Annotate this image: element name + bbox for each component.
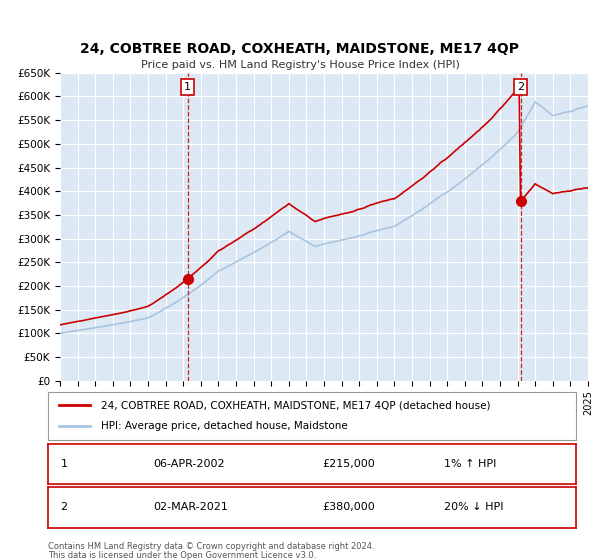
Text: 02-MAR-2021: 02-MAR-2021 — [154, 502, 229, 512]
Text: 24, COBTREE ROAD, COXHEATH, MAIDSTONE, ME17 4QP: 24, COBTREE ROAD, COXHEATH, MAIDSTONE, M… — [80, 42, 520, 56]
Text: 1: 1 — [184, 82, 191, 92]
Text: 20% ↓ HPI: 20% ↓ HPI — [444, 502, 503, 512]
Text: 2: 2 — [60, 502, 67, 512]
Text: Price paid vs. HM Land Registry's House Price Index (HPI): Price paid vs. HM Land Registry's House … — [140, 60, 460, 70]
Text: This data is licensed under the Open Government Licence v3.0.: This data is licensed under the Open Gov… — [48, 551, 316, 560]
Text: £380,000: £380,000 — [323, 502, 376, 512]
Text: Contains HM Land Registry data © Crown copyright and database right 2024.: Contains HM Land Registry data © Crown c… — [48, 542, 374, 551]
Text: 1% ↑ HPI: 1% ↑ HPI — [444, 459, 496, 469]
Text: 24, COBTREE ROAD, COXHEATH, MAIDSTONE, ME17 4QP (detached house): 24, COBTREE ROAD, COXHEATH, MAIDSTONE, M… — [101, 400, 490, 410]
Text: 06-APR-2002: 06-APR-2002 — [154, 459, 225, 469]
Text: 1: 1 — [61, 459, 67, 469]
Text: HPI: Average price, detached house, Maidstone: HPI: Average price, detached house, Maid… — [101, 421, 347, 431]
Text: 2: 2 — [517, 82, 524, 92]
Text: £215,000: £215,000 — [323, 459, 376, 469]
